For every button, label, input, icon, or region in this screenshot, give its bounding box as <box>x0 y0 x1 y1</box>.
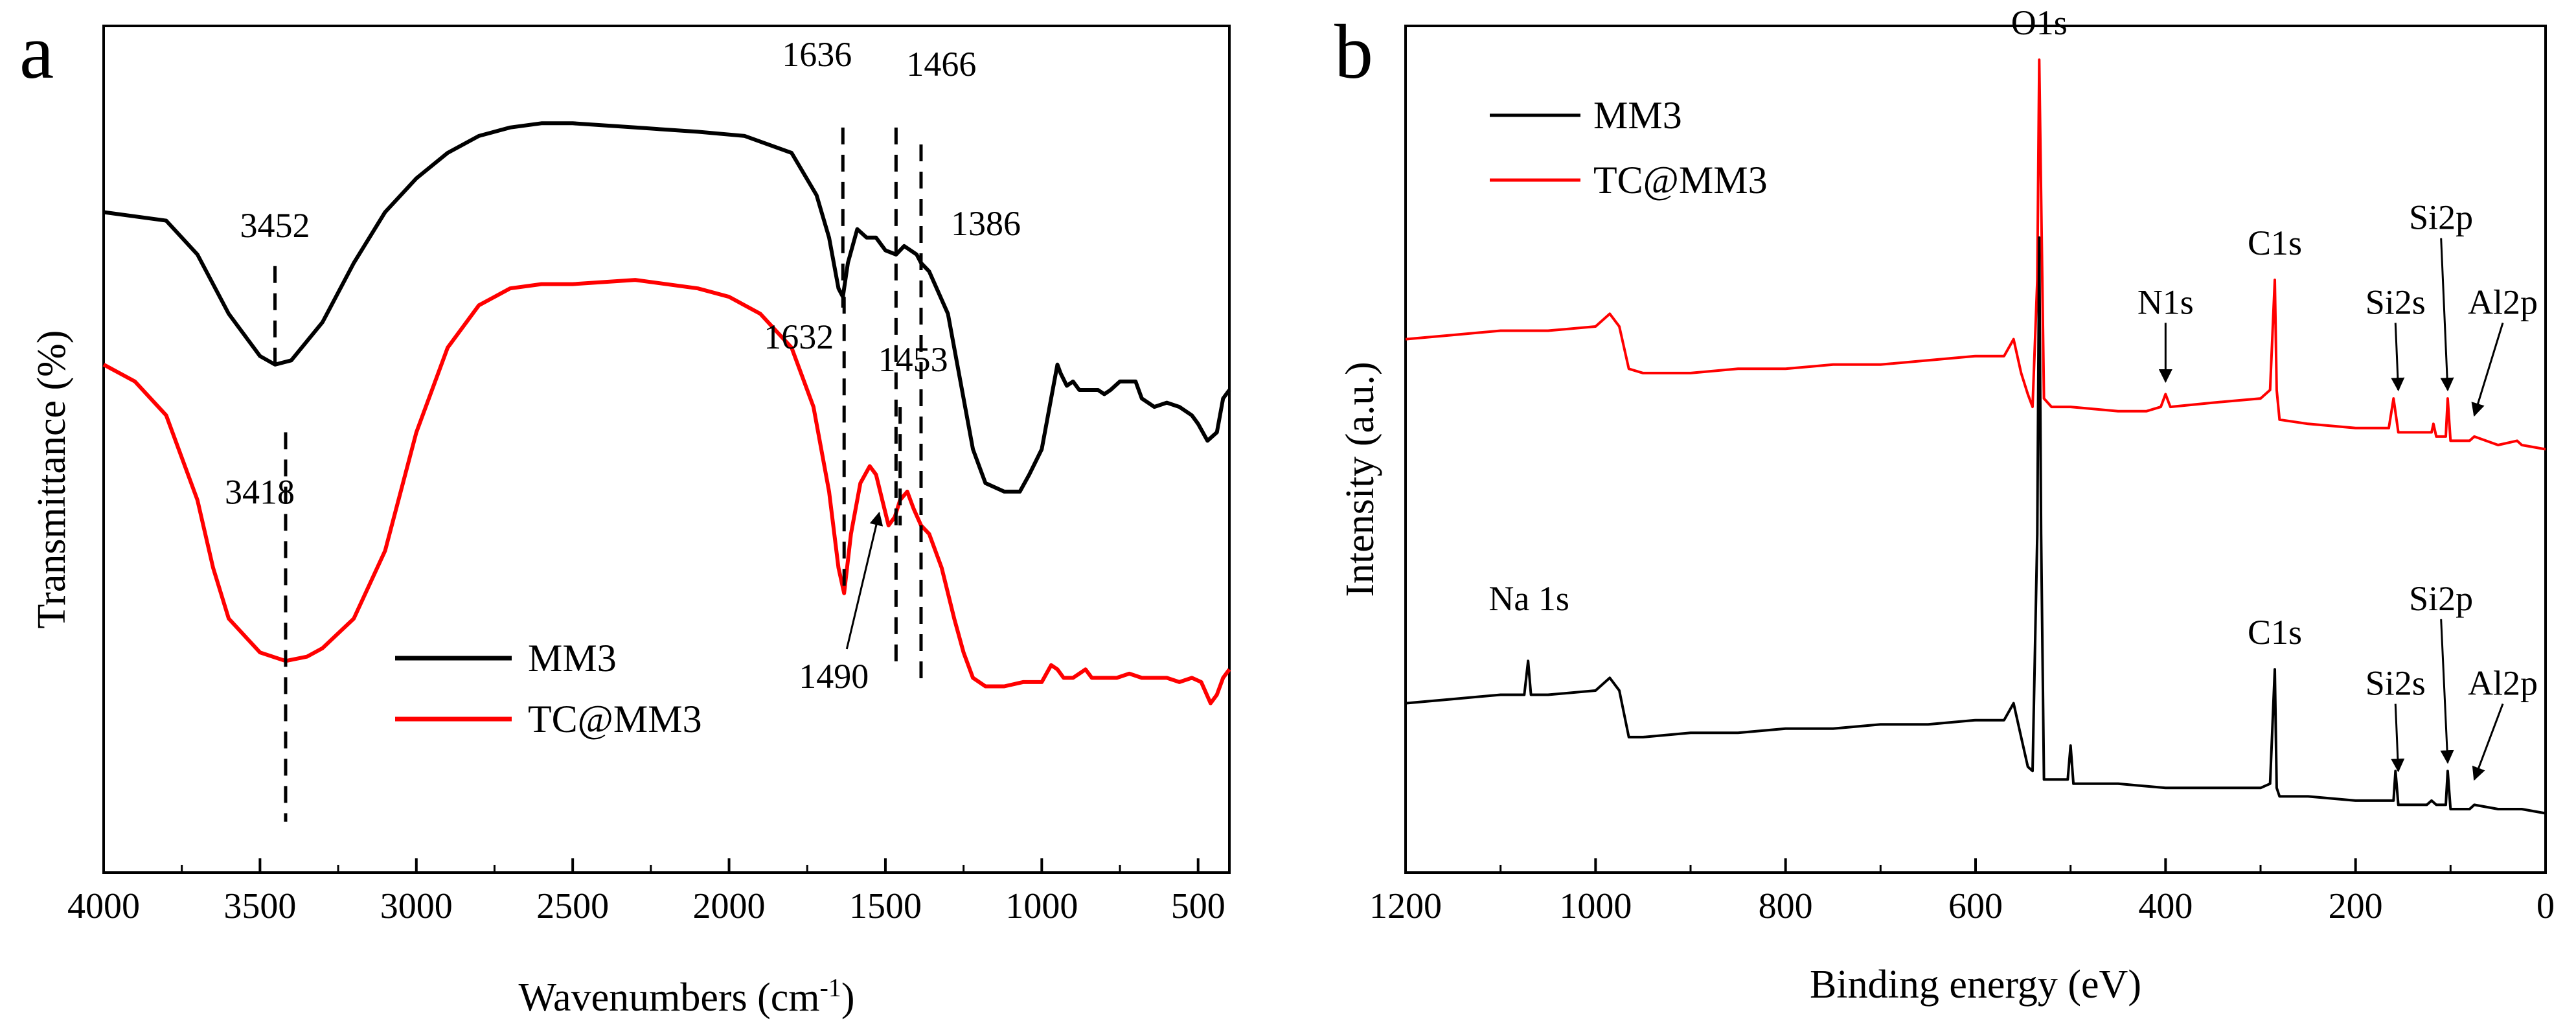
peak-label-c1s: C1s <box>2248 613 2302 652</box>
legend-label-tcmm3: TC@MM3 <box>528 698 702 740</box>
panel-b-series <box>1405 58 2546 815</box>
peak-label-1386: 1386 <box>951 204 1021 243</box>
panel-a-axes <box>102 25 1231 874</box>
plot-frame <box>1404 25 2547 874</box>
x-tick-label: 500 <box>1171 886 1225 926</box>
x-tick-label: 4000 <box>67 886 140 926</box>
panel-a-y-axis-title: Transmittance (%) <box>30 330 74 629</box>
x-tick-label: 200 <box>2329 886 2383 926</box>
peak-arrow <box>2440 238 2454 392</box>
panel-b-y-axis-title: Intensity (a.u.) <box>1338 361 1382 597</box>
peak-label-1632: 1632 <box>764 317 834 356</box>
panel-a-ftir: a 4000 3500 3000 2500 2000 1500 1000 500 345234… <box>19 8 1231 1020</box>
peak-arrow <box>2391 323 2405 392</box>
panel-b-legend: MM3 TC@MM3 <box>1490 94 1768 201</box>
peak-label-1453: 1453 <box>878 340 948 379</box>
series-line-tc-mm3 <box>1405 58 2546 451</box>
peak-label-n1s: N1s <box>2137 282 2194 321</box>
panel-b-xps: b 1200 1000 800 600 400 200 0 O1s N1s C1s Si2p Si2… <box>1334 3 2555 1007</box>
x-tick-label: 0 <box>2536 886 2555 926</box>
peak-label-si2p: Si2p <box>2409 198 2473 237</box>
peak-label-al2p: Al2p <box>2468 664 2538 703</box>
panel-b-letter: b <box>1334 8 1373 95</box>
x-tick-label: 1000 <box>1005 886 1078 926</box>
panel-b-axes <box>1404 25 2547 874</box>
peak-label-al2p: Al2p <box>2468 282 2538 321</box>
peak-label-si2s: Si2s <box>2365 664 2426 703</box>
panel-b-x-axis-title: Binding energy (eV) <box>1810 963 2141 1007</box>
panel-a-x-ticks: 4000 3500 3000 2500 2000 1500 1000 500 <box>67 858 1225 926</box>
legend-label-mm3-b: MM3 <box>1593 94 1682 137</box>
peak-label-3452: 3452 <box>240 206 310 245</box>
x-tick-label: 1200 <box>1369 886 1442 926</box>
x-tick-label: 2000 <box>693 886 766 926</box>
peak-label-o1s: O1s <box>2011 3 2068 42</box>
peak-label-si2p: Si2p <box>2409 579 2473 618</box>
x-tick-label: 3000 <box>380 886 453 926</box>
series-line-mm3 <box>1405 236 2546 815</box>
peak-arrow <box>2440 619 2454 764</box>
x-tick-label: 800 <box>1759 886 1813 926</box>
x-tick-label: 3500 <box>223 886 296 926</box>
peak-label-si2s: Si2s <box>2365 282 2426 321</box>
peak-label-1490: 1490 <box>799 657 869 696</box>
x-tick-label: 600 <box>1948 886 2003 926</box>
x-tick-label: 2500 <box>536 886 609 926</box>
legend-label-tcmm3-b: TC@MM3 <box>1593 159 1768 201</box>
panel-a-legend: MM3 TC@MM3 <box>395 637 702 740</box>
peak-arrow <box>2471 322 2504 417</box>
plot-frame <box>102 25 1231 874</box>
peak-label-1466: 1466 <box>906 45 976 84</box>
panel-b-annotations: O1s N1s C1s Si2p Si2s Al2p Na 1s C1s Si2p Si2s Al2… <box>1488 3 2538 781</box>
legend-label-mm3: MM3 <box>528 637 617 680</box>
panel-a-letter: a <box>19 8 54 95</box>
peak-arrow <box>2472 704 2504 781</box>
panel-b-x-ticks: 1200 1000 800 600 400 200 0 <box>1369 858 2555 926</box>
x-tick-label: 1500 <box>849 886 922 926</box>
peak-arrow <box>2391 704 2405 773</box>
peak-label-c1s: C1s <box>2248 223 2302 262</box>
peak-label-1636: 1636 <box>782 35 852 74</box>
series-line-mm3 <box>103 121 1231 494</box>
peak-label-na1s: Na 1s <box>1488 579 1569 618</box>
peak-label-3418: 3418 <box>225 472 295 511</box>
panel-a-x-axis-title: Wavenumbers (cm-1) <box>519 973 855 1020</box>
x-tick-label: 1000 <box>1559 886 1632 926</box>
x-tick-label: 400 <box>2138 886 2193 926</box>
arrow-1490 <box>845 511 883 650</box>
panel-a-annotations: 3452 3418 1636 1466 1386 1632 1453 1490 <box>225 35 1021 822</box>
